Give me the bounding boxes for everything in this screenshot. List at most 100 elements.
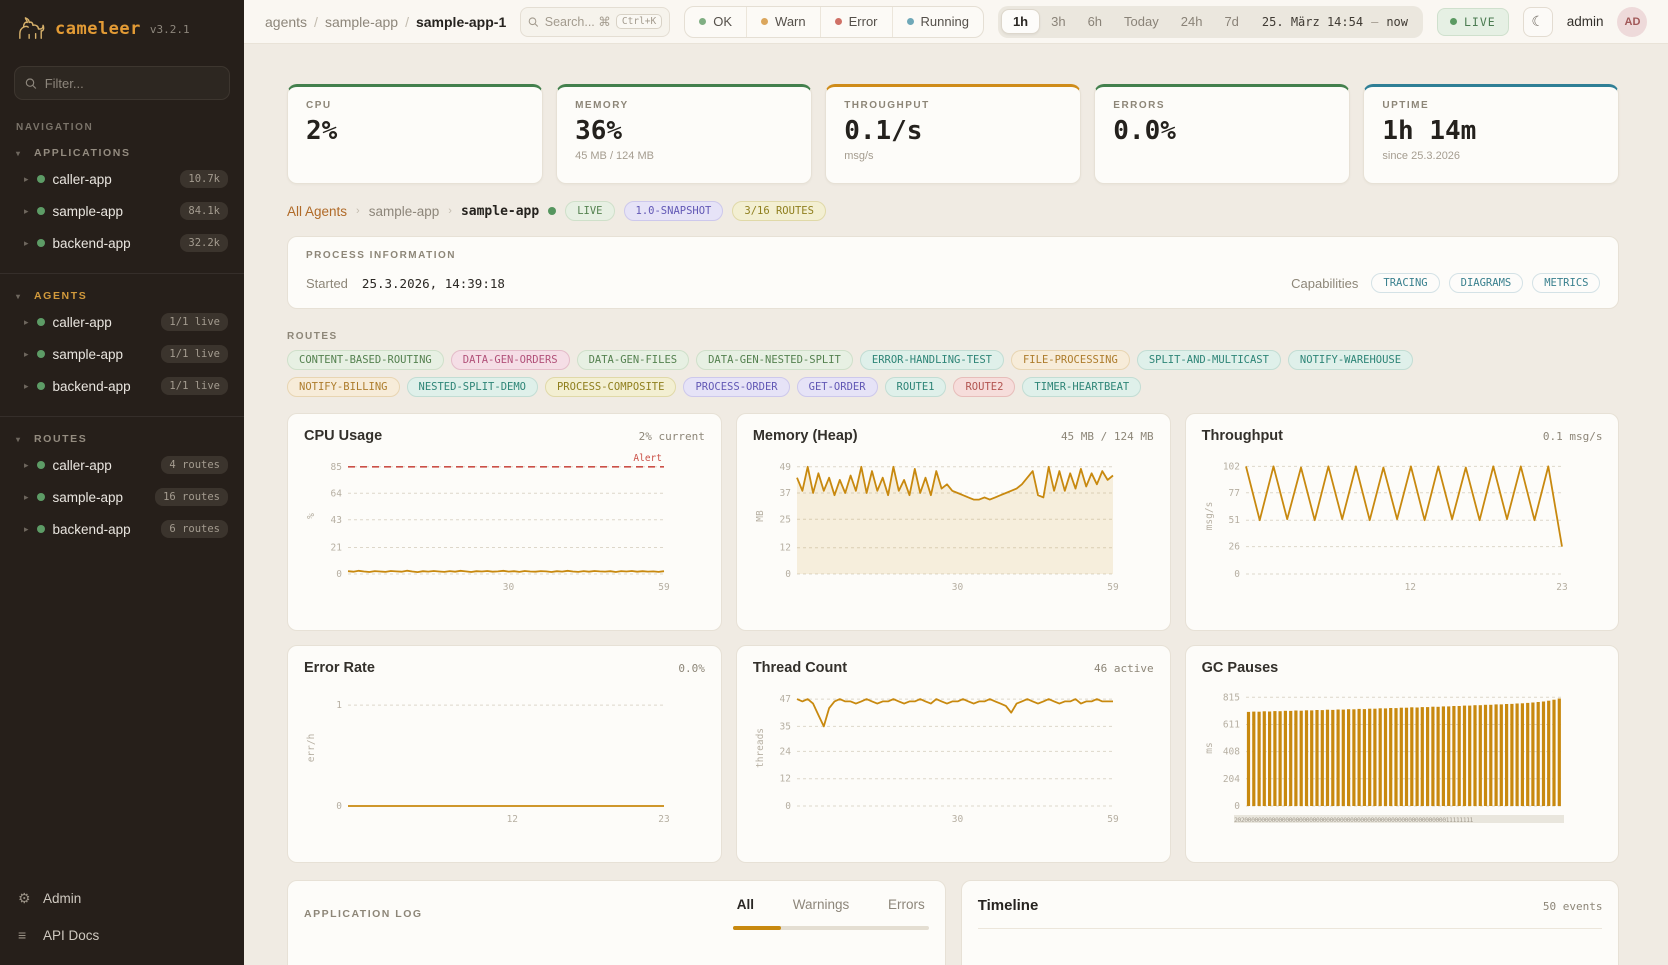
brand-name: cameleer — [55, 19, 141, 39]
live-badge[interactable]: LIVE — [1437, 7, 1509, 36]
route-chip-timer-heartbeat[interactable]: TIMER-HEARTBEAT — [1022, 377, 1142, 397]
chart-card-thread-count: Thread Count 46 active threads 47 35 24 12 0 30 5… — [735, 645, 1171, 863]
status-filter-group: OK Warn Error Running — [684, 5, 984, 38]
sidebar-item-badge: 10.7k — [180, 170, 228, 188]
route-chip-nested-split-demo[interactable]: NESTED-SPLIT-DEMO — [406, 377, 538, 397]
status-filter-label: Running — [920, 14, 969, 29]
kpi-sub: 45 MB / 124 MB — [575, 150, 654, 162]
svg-text:30: 30 — [952, 814, 964, 825]
bottom-row: APPLICATION LOG All Warnings Errors Timeli… — [287, 880, 1620, 965]
live-dot-icon — [1450, 18, 1457, 25]
agent-pill-1-0-snapshot: 1.0-SNAPSHOT — [623, 201, 724, 221]
breadcrumb-separator: / — [405, 13, 409, 30]
breadcrumb-sample-app[interactable]: sample-app — [324, 13, 399, 30]
agent-crumb-all-agents[interactable]: All Agents — [287, 203, 348, 219]
agent-pill-3-16-routes: 3/16 ROUTES — [732, 201, 826, 221]
chart-badge: 0.0% — [678, 662, 705, 675]
status-filter-ok[interactable]: OK — [685, 7, 746, 37]
route-chip-process-order[interactable]: PROCESS-ORDER — [683, 377, 790, 397]
sidebar-item-caller-app[interactable]: ▸ caller-app 10.7k — [10, 163, 234, 195]
svg-text:24: 24 — [779, 746, 791, 757]
status-dot-icon — [36, 239, 45, 247]
kpi-label: THROUGHPUT — [844, 100, 930, 111]
time-date-display[interactable]: 25. März 14:54 — now — [1250, 15, 1420, 29]
svg-text:102: 102 — [1222, 461, 1239, 472]
time-range-3h[interactable]: 3h — [1051, 14, 1066, 29]
status-dot-icon — [906, 18, 914, 25]
sidebar-filter[interactable] — [14, 66, 230, 100]
route-chip-content-based-routing[interactable]: CONTENT-BASED-ROUTING — [287, 350, 444, 370]
sidebar-item-admin[interactable]: ⚙ Admin — [18, 890, 226, 907]
sidebar-item-api-docs[interactable]: ≡ API Docs — [18, 927, 226, 943]
process-info-title: PROCESS INFORMATION — [306, 250, 456, 261]
time-range-1h[interactable]: 1h — [1000, 9, 1041, 34]
sidebar-item-backend-app[interactable]: ▸ backend-app 32.2k — [10, 227, 234, 259]
tab-errors[interactable]: Errors — [887, 897, 925, 912]
sidebar-item-sample-app[interactable]: ▸ sample-app 84.1k — [10, 195, 234, 227]
route-chip-data-gen-files[interactable]: DATA-GEN-FILES — [576, 350, 690, 370]
caret-right-icon: ▸ — [24, 459, 29, 470]
search-box[interactable]: Search... ⌘K Ctrl+K — [520, 6, 671, 37]
timeline-title: Timeline — [977, 897, 1039, 914]
sidebar-item-backend-app[interactable]: ▸ backend-app 1/1 live — [10, 370, 234, 402]
time-range-6h[interactable]: 6h — [1087, 14, 1103, 29]
route-chip-notify-warehouse[interactable]: NOTIFY-WAREHOUSE — [1287, 350, 1414, 370]
sidebar-item-caller-app[interactable]: ▸ caller-app 4 routes — [10, 449, 234, 481]
nav-section-agents[interactable]: ▾ AGENTS — [10, 286, 234, 306]
svg-text:59: 59 — [1107, 582, 1119, 593]
chart-svg-throughput: msg/s 102 77 51 26 0 12 23 — [1204, 461, 1568, 593]
route-chip-get-order[interactable]: GET-ORDER — [796, 377, 878, 397]
agent-crumb-current: sample-app — [460, 203, 540, 219]
status-filter-running[interactable]: Running — [891, 6, 983, 37]
kpi-value: 0.0% — [1113, 116, 1176, 146]
log-tab-active-indicator — [732, 926, 781, 930]
nav-section-applications[interactable]: ▾ APPLICATIONS — [10, 143, 234, 163]
route-chip-route2[interactable]: ROUTE2 — [953, 377, 1016, 397]
svg-text:0: 0 — [785, 569, 791, 580]
chart-svg-thread-count: threads 47 35 24 12 0 30 59 — [755, 694, 1119, 825]
agent-pill-live: LIVE — [565, 201, 615, 221]
chart-badge: 2% current — [638, 430, 705, 443]
sidebar-item-sample-app[interactable]: ▸ sample-app 16 routes — [10, 481, 234, 513]
nav-section-routes[interactable]: ▾ ROUTES — [10, 429, 234, 449]
nav-label: NAVIGATION — [16, 122, 94, 133]
status-dot-icon — [36, 175, 45, 183]
logo[interactable]: cameleer v3.2.1 — [0, 0, 244, 52]
kpi-label: CPU — [306, 100, 332, 111]
caret-down-icon: ▾ — [16, 291, 22, 301]
svg-text:30: 30 — [952, 582, 964, 593]
breadcrumb-agents[interactable]: agents — [265, 13, 308, 30]
route-chip-data-gen-nested-split[interactable]: DATA-GEN-NESTED-SPLIT — [696, 350, 853, 370]
status-dot-icon — [36, 493, 45, 501]
avatar[interactable]: AD — [1617, 6, 1648, 37]
route-chip-route1[interactable]: ROUTE1 — [884, 377, 947, 397]
time-range-7d[interactable]: 7d — [1224, 14, 1239, 29]
kpi-sub: since 25.3.2026 — [1382, 150, 1461, 162]
time-range-24h[interactable]: 24h — [1180, 14, 1203, 29]
svg-text:12: 12 — [779, 543, 790, 554]
sidebar-item-caller-app[interactable]: ▸ caller-app 1/1 live — [10, 306, 234, 338]
svg-text:85: 85 — [331, 462, 342, 473]
log-tab-track — [732, 926, 929, 930]
route-chip-process-composite[interactable]: PROCESS-COMPOSITE — [544, 377, 677, 397]
svg-text:0: 0 — [1234, 801, 1240, 812]
route-chip-error-handling-test[interactable]: ERROR-HANDLING-TEST — [859, 350, 1004, 370]
route-chip-data-gen-orders[interactable]: DATA-GEN-ORDERS — [450, 350, 570, 370]
status-filter-error[interactable]: Error — [819, 6, 892, 37]
svg-text:204: 204 — [1222, 774, 1239, 785]
route-chip-notify-billing[interactable]: NOTIFY-BILLING — [287, 377, 400, 397]
tab-all[interactable]: All — [736, 897, 754, 912]
route-chip-file-processing[interactable]: FILE-PROCESSING — [1010, 350, 1130, 370]
time-range-today[interactable]: Today — [1124, 14, 1159, 29]
sidebar-item-sample-app[interactable]: ▸ sample-app 1/1 live — [10, 338, 234, 370]
status-filter-warn[interactable]: Warn — [746, 6, 820, 37]
svg-text:59: 59 — [1107, 814, 1119, 825]
chart-card-cpu-usage: CPU Usage 2% current% 85 64 43 21 0 30 59 Alert — [287, 413, 722, 631]
dark-mode-toggle[interactable]: ☾ — [1522, 6, 1553, 37]
sidebar-item-backend-app[interactable]: ▸ backend-app 6 routes — [10, 513, 234, 545]
tab-warnings[interactable]: Warnings — [792, 897, 850, 912]
sidebar-item-label: backend-app — [52, 235, 131, 251]
route-chip-split-and-multicast[interactable]: SPLIT-AND-MULTICAST — [1136, 350, 1281, 370]
filter-input[interactable] — [44, 75, 219, 91]
agent-crumb-sample-app[interactable]: sample-app — [368, 203, 440, 219]
